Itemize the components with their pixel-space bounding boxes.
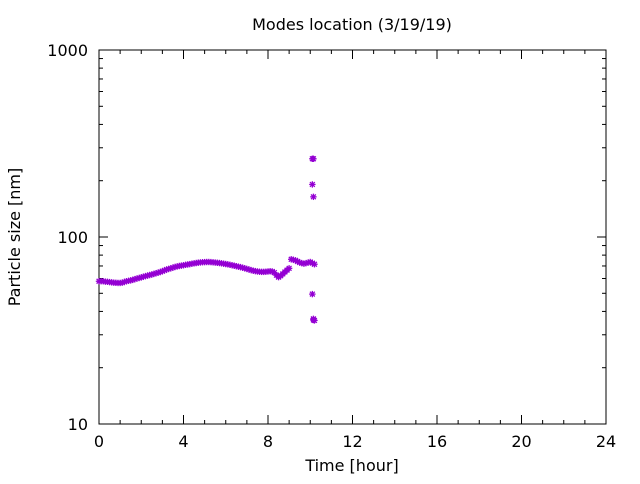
x-tick-label: 20 <box>511 432 531 451</box>
x-tick-label: 4 <box>178 432 188 451</box>
x-tick-label: 0 <box>94 432 104 451</box>
y-ticks: 10 100 1000 <box>47 41 606 434</box>
x-ticks: 0 4 8 12 16 20 24 <box>94 50 616 451</box>
y-tick-label: 100 <box>57 228 88 247</box>
x-axis-label: Time [hour] <box>304 456 398 475</box>
data-point <box>311 317 318 324</box>
x-tick-label: 16 <box>427 432 447 451</box>
x-tick-label: 24 <box>596 432 616 451</box>
data-point <box>309 290 316 298</box>
data-point <box>285 265 293 272</box>
y-tick-label: 1000 <box>47 41 88 60</box>
data-point <box>311 261 318 268</box>
data-points <box>95 155 318 324</box>
y-tick-label: 10 <box>68 415 88 434</box>
y-axis-label: Particle size [nm] <box>5 168 24 307</box>
chart-title: Modes location (3/19/19) <box>252 15 452 34</box>
data-point <box>310 155 317 162</box>
x-tick-label: 8 <box>263 432 273 451</box>
data-point <box>310 193 317 201</box>
x-tick-label: 12 <box>342 432 362 451</box>
plot-frame <box>98 49 607 425</box>
data-point <box>309 181 316 188</box>
